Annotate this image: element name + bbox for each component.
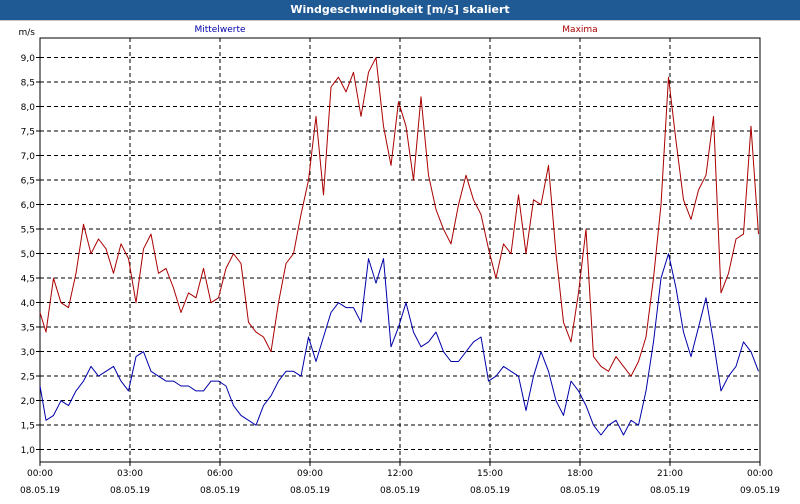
x-tick-time-label: 06:00 xyxy=(207,469,233,479)
legend-label-maxima: Maxima xyxy=(562,25,597,35)
x-tick-date-label: 08.05.19 xyxy=(560,486,600,496)
y-tick-label: 6,0 xyxy=(21,201,36,211)
x-tick-date-label: 08.05.19 xyxy=(200,486,240,496)
y-tick-label: 1,5 xyxy=(21,422,35,432)
y-tick-label: 7,0 xyxy=(21,152,36,162)
y-tick-label: 5,0 xyxy=(21,250,36,260)
y-tick-label: 4,5 xyxy=(21,275,35,285)
x-tick-time-label: 03:00 xyxy=(117,469,143,479)
y-tick-label: 5,5 xyxy=(21,226,35,236)
y-tick-label: 3,5 xyxy=(21,324,35,334)
y-tick-label: 2,0 xyxy=(21,397,36,407)
series-line-maxima xyxy=(39,57,759,377)
x-tick-time-label: 21:00 xyxy=(657,469,683,479)
grid xyxy=(40,38,760,462)
y-tick-label: 2,5 xyxy=(21,373,35,383)
x-tick-time-label: 00:00 xyxy=(747,469,773,479)
axes: 1,0 1,5 2,0 2,5 3,0 3,5 4,0 4,5 5,0 5,5 6,0 6,5 7,0 7… xyxy=(19,28,781,496)
chart-panel: 1,0 1,5 2,0 2,5 3,0 3,5 4,0 4,5 5,0 5,5 6,0 6,5 7,0 7… xyxy=(0,19,800,500)
window-title: Windgeschwindigkeit [m/s] skaliert xyxy=(0,0,800,20)
y-tick-label: 4,0 xyxy=(21,299,36,309)
plot-frame xyxy=(39,37,761,463)
x-tick-date-label: 08.05.19 xyxy=(470,486,510,496)
x-tick-date-label: 08.05.19 xyxy=(650,486,690,496)
x-tick-time-label: 09:00 xyxy=(297,469,323,479)
y-tick-label: 9,0 xyxy=(21,54,36,64)
y-tick-label: 7,5 xyxy=(21,128,35,138)
x-tick-time-label: 00:00 xyxy=(27,469,53,479)
x-tick-time-label: 15:00 xyxy=(477,469,503,479)
series-lines xyxy=(39,57,759,436)
x-tick-date-label: 08.05.19 xyxy=(290,486,330,496)
y-tick-label: 8,5 xyxy=(21,79,35,89)
x-tick-date-label: 09.05.19 xyxy=(740,486,780,496)
x-tick-time-label: 12:00 xyxy=(387,469,413,479)
x-tick-date-label: 08.05.19 xyxy=(380,486,420,496)
x-tick-date-label: 08.05.19 xyxy=(110,486,150,496)
y-tick-label: 1,0 xyxy=(21,446,36,456)
y-tick-label: 8,0 xyxy=(21,103,36,113)
legend-label-mittelwerte: Mittelwerte xyxy=(194,25,245,35)
wind-speed-chart: 1,0 1,5 2,0 2,5 3,0 3,5 4,0 4,5 5,0 5,5 6,0 6,5 7,0 7… xyxy=(0,19,800,496)
y-unit-label: m/s xyxy=(19,28,36,38)
y-tick-label: 3,0 xyxy=(21,348,36,358)
x-tick-time-label: 18:00 xyxy=(567,469,593,479)
series-line-mittelwerte xyxy=(39,253,759,436)
legend: Mittelwerte Maxima xyxy=(194,25,597,35)
x-tick-date-label: 08.05.19 xyxy=(20,486,60,496)
y-tick-label: 6,5 xyxy=(21,177,35,187)
